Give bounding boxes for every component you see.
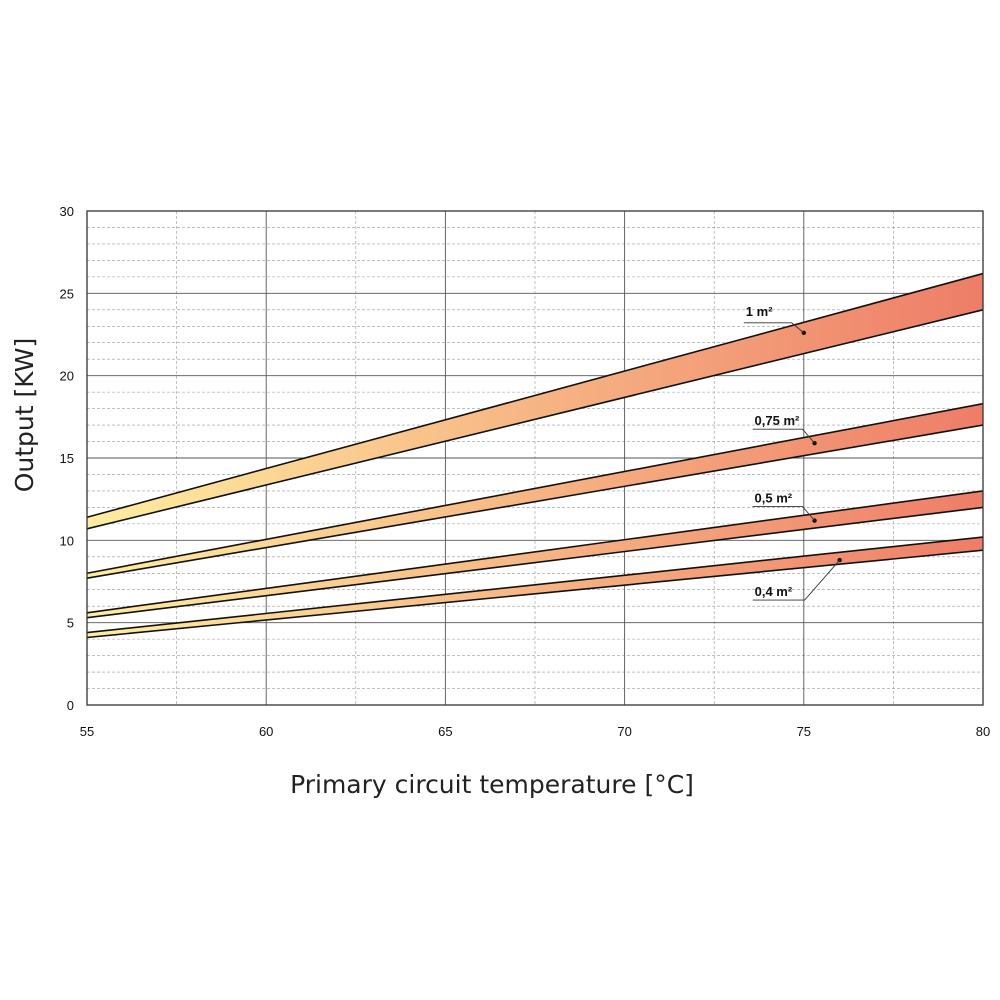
x-tick-label: 80	[976, 724, 990, 739]
band-label: 0,75 m²	[755, 413, 800, 428]
band-upper-edge-0	[86, 272, 984, 519]
y-tick-label: 30	[60, 204, 74, 219]
y-axis-title: Output [KW]	[10, 338, 39, 493]
x-tick-label: 65	[438, 724, 452, 739]
band-lower-edge-2	[86, 506, 984, 619]
band-fill-0	[87, 273, 983, 529]
y-tick-label: 25	[60, 286, 74, 301]
band-lower-edge-3	[86, 549, 984, 639]
grid	[86, 210, 984, 706]
band-labels: 1 m² 0,75 m² 0,5 m² 0,4 m²	[743, 304, 842, 601]
band-label: 0,5 m²	[755, 491, 793, 506]
band-label-leader	[752, 506, 815, 521]
band-upper-edge-1	[86, 402, 984, 575]
band-lower-edge-1	[86, 424, 984, 579]
plot-frame	[86, 210, 984, 706]
band-label-leader	[743, 322, 805, 334]
y-tick-label: 15	[60, 451, 74, 466]
band-fill-3	[87, 537, 983, 638]
y-tick-label: 10	[60, 533, 74, 548]
y-tick-label: 0	[67, 698, 74, 713]
band-label-leader	[752, 428, 815, 444]
band-label: 1 m²	[746, 304, 773, 319]
x-tick-label: 55	[80, 724, 94, 739]
tick-labels: 55 60 65 70 75 80 0 5 10 15 20 25 30	[60, 204, 991, 739]
x-axis-title: Primary circuit temperature [°C]	[290, 770, 694, 799]
x-tick-label: 70	[617, 724, 631, 739]
x-tick-label: 75	[797, 724, 811, 739]
band-fill-2	[87, 490, 983, 618]
y-tick-label: 20	[60, 369, 74, 384]
y-tick-label: 5	[67, 616, 74, 631]
bands	[86, 272, 984, 639]
band-label-leader	[752, 559, 840, 601]
x-tick-label: 60	[259, 724, 273, 739]
band-upper-edge-3	[86, 536, 984, 634]
band-fill-1	[87, 403, 983, 579]
band-lower-edge-0	[86, 309, 984, 530]
band-label: 0,4 m²	[755, 584, 793, 599]
band-upper-edge-2	[86, 490, 984, 614]
